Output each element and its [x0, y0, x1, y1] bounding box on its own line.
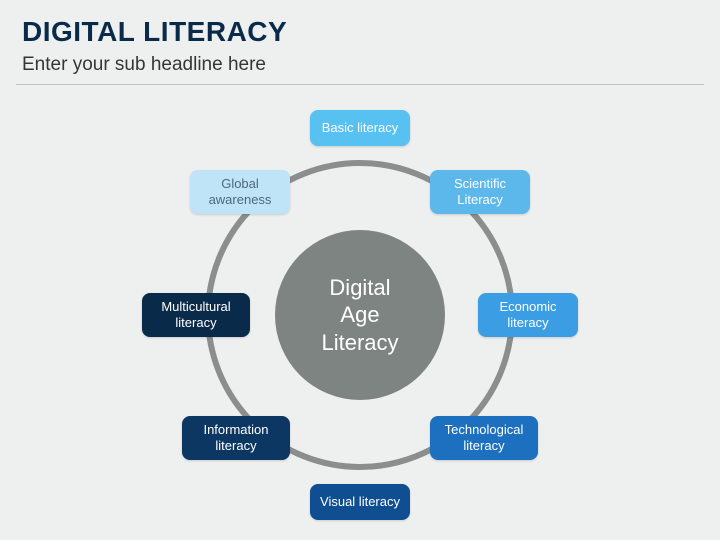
slide-title: DIGITAL LITERACY: [22, 16, 287, 48]
diagram-node: ScientificLiteracy: [430, 170, 530, 214]
diagram-center-label: DigitalAgeLiteracy: [321, 274, 398, 357]
diagram-center: DigitalAgeLiteracy: [275, 230, 445, 400]
diagram-node: Globalawareness: [190, 170, 290, 214]
slide-root: DIGITAL LITERACY Enter your sub headline…: [0, 0, 720, 540]
slide-subtitle: Enter your sub headline here: [22, 54, 266, 76]
diagram-node: Economicliteracy: [478, 293, 578, 337]
diagram-node: Visual literacy: [310, 484, 410, 520]
divider: [16, 84, 704, 85]
diagram-node: Technologicalliteracy: [430, 416, 538, 460]
diagram-node: Basic literacy: [310, 110, 410, 146]
diagram-node: Multiculturalliteracy: [142, 293, 250, 337]
diagram-node: Informationliteracy: [182, 416, 290, 460]
radial-diagram: DigitalAgeLiteracy Basic literacy Scienti…: [0, 90, 720, 540]
